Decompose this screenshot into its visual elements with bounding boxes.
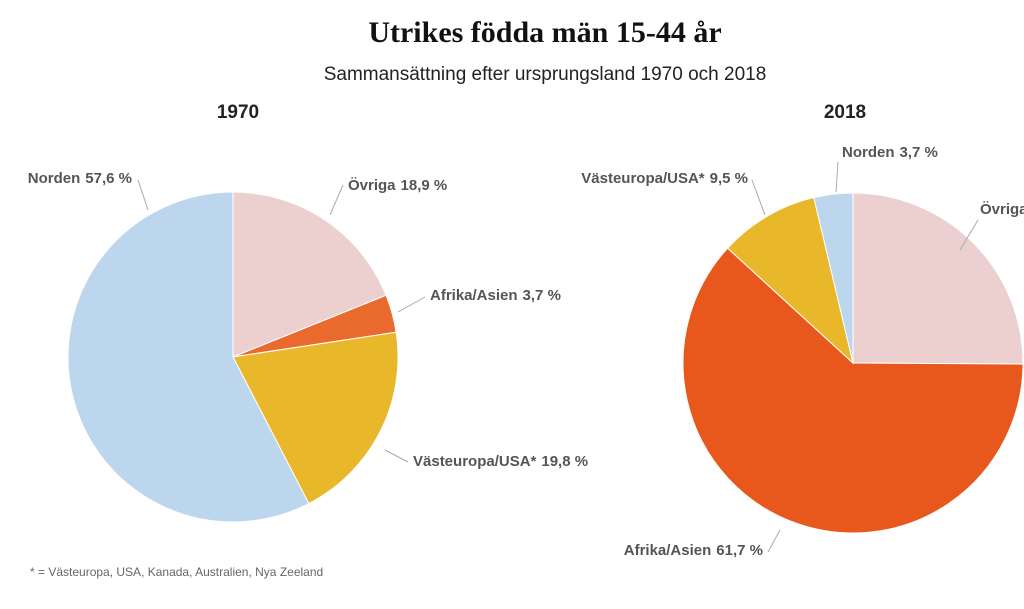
title: Utrikes födda män 15-44 år [368,16,721,49]
leader-line [767,529,781,553]
pie-slice [232,191,387,358]
category-label: Övriga [348,177,396,194]
pie-slice [232,331,399,505]
category-label: Afrika/Asien [430,287,518,304]
slice-label: Afrika/Asien 61,7 % [624,542,763,559]
pie-title: 2018 [824,102,866,123]
slice-label: Västeuropa/USA* 9,5 % [581,170,748,187]
slice-label: Norden 57,6 % [28,170,132,187]
leader-line [835,161,839,193]
value-label: 61,7 % [716,542,763,559]
category-label: Västeuropa/USA* [413,453,537,470]
pie-slice [813,192,854,364]
subtitle: Sammansättning efter ursprungsland 1970 … [324,64,767,85]
pie-slice [726,196,854,365]
leader-line [384,449,409,463]
value-label: 9,5 % [710,170,748,187]
footnote: * = Västeuropa, USA, Kanada, Australien,… [30,565,323,579]
slice-label: Afrika/Asien 3,7 % [430,287,561,304]
pie-slice [67,191,310,523]
slice-label: Norden 3,7 % [842,144,938,161]
leader-line [397,296,426,313]
category-label: Afrika/Asien [624,542,712,559]
category-label: Norden [842,144,895,161]
leader-line [751,179,766,216]
pie-title: 1970 [217,102,259,123]
pie-slice [682,247,1024,534]
category-label: Norden [28,170,81,187]
value-label: 3,7 % [900,144,938,161]
slice-label: Övriga 18,9 % [348,177,447,194]
leader-line [329,184,344,216]
leader-line [137,179,149,211]
leader-line [959,219,979,251]
category-label: Övriga [980,201,1024,218]
pie-slice [852,192,1024,365]
value-label: 3,7 % [523,287,561,304]
slice-label: Västeuropa/USA* 19,8 % [413,453,588,470]
value-label: 18,9 % [401,177,448,194]
category-label: Västeuropa/USA* [581,170,705,187]
value-label: 19,8 % [541,453,588,470]
value-label: 57,6 % [85,170,132,187]
slice-label: Övriga25,1 % [980,201,1024,218]
